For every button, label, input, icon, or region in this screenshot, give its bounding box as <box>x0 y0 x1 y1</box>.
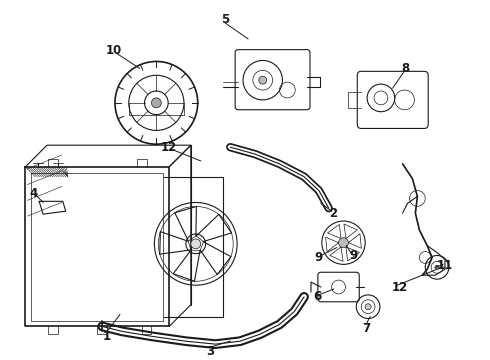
Text: 2: 2 <box>330 207 338 220</box>
Text: 1: 1 <box>103 330 111 343</box>
Text: 9: 9 <box>315 251 323 264</box>
Circle shape <box>151 98 161 108</box>
Text: 6: 6 <box>313 291 321 303</box>
Circle shape <box>365 304 371 310</box>
Text: 12: 12 <box>392 280 408 293</box>
Circle shape <box>339 238 348 248</box>
Text: 12: 12 <box>161 141 177 154</box>
Circle shape <box>191 239 201 249</box>
Text: 3: 3 <box>206 345 215 357</box>
Text: 10: 10 <box>106 44 122 57</box>
Text: 11: 11 <box>437 259 453 272</box>
Text: 7: 7 <box>362 322 370 335</box>
Text: 8: 8 <box>401 62 410 75</box>
Circle shape <box>259 76 267 84</box>
Circle shape <box>435 265 439 269</box>
Text: 9: 9 <box>349 249 358 262</box>
Text: 5: 5 <box>221 13 229 26</box>
Text: 4: 4 <box>29 187 37 200</box>
